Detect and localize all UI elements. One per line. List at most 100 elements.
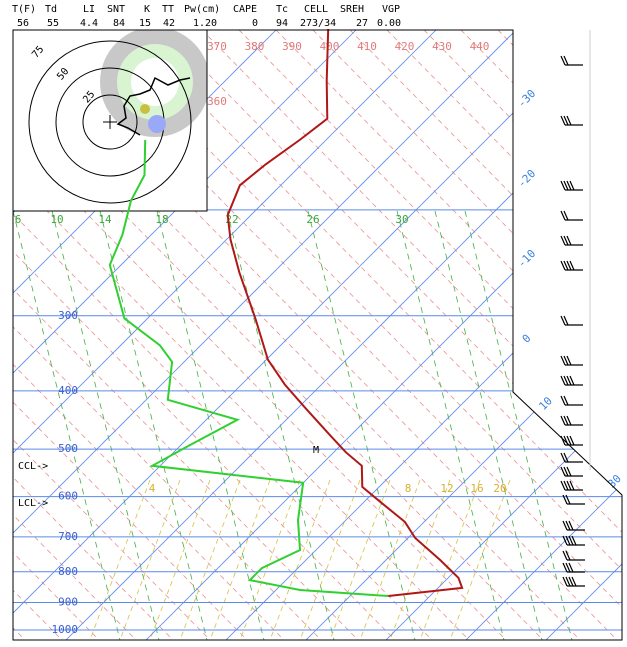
theta-label: 360 <box>207 95 227 108</box>
wind-barb <box>571 535 577 546</box>
dry-adiabat <box>13 30 396 640</box>
wind-barb <box>563 355 569 366</box>
header-label: Td <box>45 4 57 15</box>
hodograph-ring <box>82 94 138 150</box>
wind-barb <box>563 395 569 406</box>
dry-adiabat <box>13 30 174 640</box>
isotherm <box>13 30 517 640</box>
moist-adiabat <box>179 479 241 640</box>
wind-barb <box>560 395 566 406</box>
wind-barb <box>563 452 569 463</box>
wind-barb <box>562 520 568 531</box>
mixing-ratio-line <box>434 210 543 640</box>
dry-adiabat <box>534 30 622 640</box>
header-value: 1.20 <box>193 18 217 29</box>
header-value: 4.4 <box>80 18 98 29</box>
header-label: CAPE <box>233 4 257 15</box>
wind-barb <box>565 550 571 561</box>
wind-barb <box>566 480 572 491</box>
wind-barb <box>563 415 569 426</box>
hodograph-ring <box>28 40 192 204</box>
moist-adiabat <box>359 479 421 640</box>
mixing-ratio-line <box>51 210 160 640</box>
wind-barb <box>563 55 569 66</box>
wind-barb <box>566 435 572 446</box>
mixing-ratio-label: 14 <box>98 213 112 226</box>
mixing-ratio-line <box>156 210 265 640</box>
header-label: K <box>144 4 150 15</box>
dry-adiabat <box>16 30 618 640</box>
storm-motion-marker <box>140 104 150 114</box>
wind-barb <box>565 562 571 573</box>
pressure-label: 700 <box>58 530 78 543</box>
wind-barb <box>565 535 571 546</box>
hodograph: 25 50 75 <box>12 29 208 212</box>
wind-barb <box>562 550 568 561</box>
wind-barb <box>563 435 569 446</box>
plot-frame <box>12 29 623 641</box>
mixing-ratio-label: 12 <box>440 482 453 495</box>
wind-barbs <box>560 30 591 587</box>
pressure-label: 600 <box>58 490 78 503</box>
pressure-label: 800 <box>58 565 78 578</box>
mixing-ratio-label: 4 <box>149 482 156 495</box>
theta-label: 400 <box>320 40 340 53</box>
wind-barb <box>571 576 577 587</box>
isotherm-label: -10 <box>515 247 538 270</box>
mixing-ratio-label: 16 <box>470 482 483 495</box>
header-label: SREH <box>340 4 364 15</box>
storm-motion-zone <box>131 58 179 106</box>
theta-label: 430 <box>432 40 452 53</box>
wind-barb <box>566 260 572 271</box>
wind-barb <box>563 375 569 386</box>
dry-adiabat <box>13 30 470 640</box>
wind-barb <box>568 562 574 573</box>
isotherm <box>545 30 622 640</box>
wind-barb <box>563 480 569 491</box>
theta-label: 380 <box>245 40 265 53</box>
dry-adiabat <box>13 30 359 640</box>
wind-barb <box>560 210 566 221</box>
mixing-ratio-label: 20 <box>493 482 506 495</box>
moist-adiabat <box>389 479 451 640</box>
mixing-ratio-label: 26 <box>306 213 319 226</box>
moist-adiabat <box>449 479 511 640</box>
header-label: LI <box>83 4 95 15</box>
header-label: TT <box>162 4 174 15</box>
wind-barb <box>569 180 575 191</box>
isotherm-label: 0 <box>520 332 534 346</box>
wind-barb <box>569 260 575 271</box>
wind-barb <box>560 452 566 463</box>
header-label: T(F) <box>12 4 36 15</box>
wind-barb <box>560 435 566 446</box>
isotherm <box>465 30 622 640</box>
dry-adiabat <box>13 30 322 640</box>
dry-adiabat <box>201 30 622 640</box>
wind-barb <box>566 355 572 366</box>
wind-barb <box>563 115 569 126</box>
wind-barb <box>560 466 566 477</box>
dry-adiabat <box>13 30 137 640</box>
isotherm <box>145 30 622 640</box>
wind-barb <box>568 520 574 531</box>
dry-adiabat <box>13 30 285 640</box>
dry-adiabat <box>164 30 622 640</box>
mixing-ratio-line <box>464 210 573 640</box>
pressure-label: 500 <box>58 442 78 455</box>
header-value: 55 <box>47 18 59 29</box>
moist-adiabat <box>239 479 301 640</box>
dry-adiabat <box>90 30 622 640</box>
m-annotation: M <box>313 445 319 456</box>
header-value: 27 <box>356 18 368 29</box>
profiles <box>108 28 464 597</box>
pressure-label: 900 <box>58 596 78 609</box>
wind-barb <box>560 375 566 386</box>
dry-adiabat <box>53 30 622 640</box>
ccl-annotation: CCL-> <box>18 461 48 472</box>
dewpoint-profile <box>108 139 389 597</box>
dry-adiabat <box>386 30 622 640</box>
moist-adiabat <box>299 479 361 640</box>
wind-barb <box>565 494 571 505</box>
theta-label: 420 <box>395 40 415 53</box>
